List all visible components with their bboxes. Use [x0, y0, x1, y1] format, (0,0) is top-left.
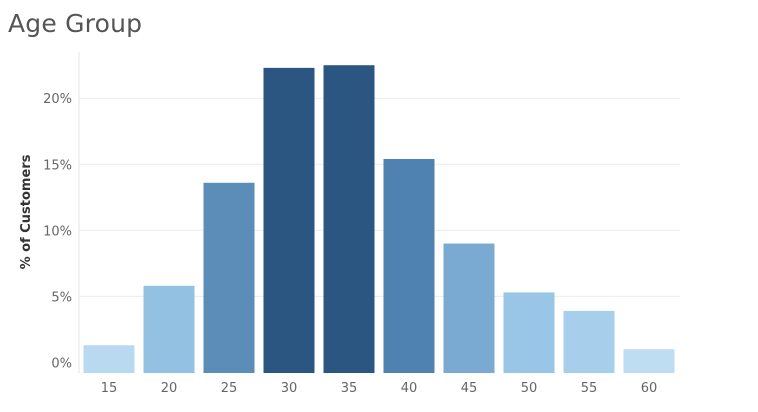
y-tick-label: 5%: [51, 290, 72, 305]
bar-55[interactable]: [563, 310, 615, 373]
x-tick-label: 45: [461, 381, 478, 396]
y-tick-label: 0%: [51, 356, 72, 371]
y-tick-label: 20%: [43, 92, 72, 107]
bar-40[interactable]: [383, 159, 435, 373]
bar-30[interactable]: [263, 67, 315, 373]
bar-60[interactable]: [623, 349, 675, 373]
x-tick-label: 20: [161, 381, 178, 396]
x-tick-label: 30: [281, 381, 298, 396]
y-tick-label: 15%: [43, 158, 72, 173]
x-tick-label: 55: [581, 381, 598, 396]
x-tick-labels: 15 20 25 30 35 40 45 50 55 60: [101, 381, 658, 396]
x-tick-label: 50: [521, 381, 538, 396]
x-tick-label: 25: [221, 381, 238, 396]
gridlines: [79, 97, 680, 297]
chart-title: Age Group: [8, 9, 143, 38]
bar-45[interactable]: [443, 243, 495, 373]
bar-20[interactable]: [143, 285, 195, 373]
x-tick-label: 60: [641, 381, 658, 396]
x-tick-label: 40: [401, 381, 418, 396]
bar-25[interactable]: [203, 182, 255, 373]
y-tick-label: 10%: [43, 224, 72, 239]
y-axis-title: % of Customers: [19, 154, 34, 269]
bar-15[interactable]: [83, 345, 135, 373]
bar-35[interactable]: [323, 65, 375, 374]
x-tick-label: 35: [341, 381, 358, 396]
bar-50[interactable]: [503, 292, 555, 373]
bars: [83, 65, 675, 374]
x-tick-label: 15: [101, 381, 118, 396]
y-tick-labels: 0% 5% 10% 15% 20%: [43, 92, 72, 371]
